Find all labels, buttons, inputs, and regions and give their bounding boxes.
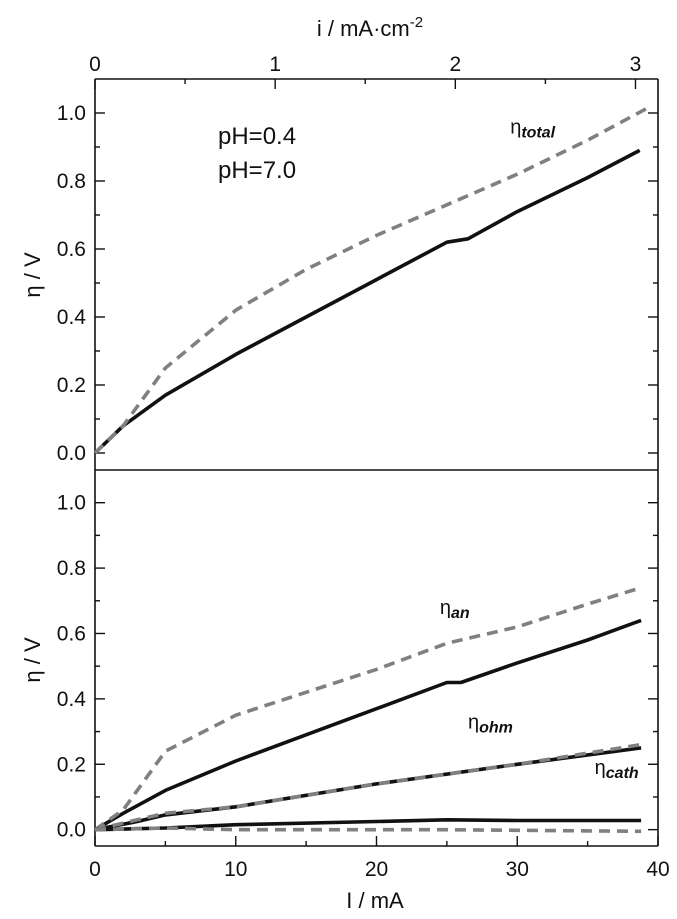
series-an-ph04 (94, 618, 642, 832)
eta-label-an: ηan (440, 597, 470, 622)
bottom-axis-ticks: 0 10 20 30 40 (89, 836, 670, 881)
series-total-ph7 (93, 104, 652, 455)
panel0-ytick-label: 0.4 (57, 306, 87, 329)
bottom-panel-y-axis-title: η / V (20, 637, 45, 683)
bottom-tick-label-40: 40 (646, 858, 669, 881)
top-axis-title: i / mA·cm-2 (317, 14, 423, 41)
eta-label-cath: ηcath (595, 757, 639, 782)
y-axis-ticks: 0.0 0.2 0.4 0.6 0.8 1.0 0.0 0.2 0.4 0.6 0.8 1.0 (57, 102, 658, 842)
panel1-ytick-label: 0.2 (57, 753, 86, 776)
legend-ph-0-4: pH=0.4 (218, 123, 296, 150)
series-an-ph7 (93, 585, 642, 832)
eta-symbol: η (595, 757, 606, 779)
eta-subscript: total (521, 124, 555, 141)
panel0-ytick-label: 1.0 (57, 102, 86, 125)
bottom-tick-label-20: 20 (365, 858, 388, 881)
panel1-ytick-label: 0.6 (57, 622, 86, 645)
eta-label-total: ηtotal (510, 116, 555, 141)
series-ohm-ph7 (94, 742, 642, 832)
top-axis-title-main: i / mA·cm (317, 16, 410, 41)
eta-symbol: η (510, 116, 521, 138)
eta-subscript: ohm (479, 719, 513, 736)
top-tick-label-3: 3 (630, 53, 642, 76)
series-cath-ph04 (94, 817, 642, 832)
eta-label-ohm: ηohm (468, 711, 513, 736)
top-panel-y-axis-title: η / V (20, 252, 45, 298)
bottom-tick-label-0: 0 (89, 858, 101, 881)
bottom-tick-label-30: 30 (506, 858, 529, 881)
top-tick-label-0: 0 (89, 53, 101, 76)
eta-symbol: η (440, 597, 451, 619)
panel0-ytick-label: 0.8 (57, 170, 86, 193)
top-axis-title-sup: -2 (410, 14, 423, 31)
series-cath-ph7 (94, 826, 642, 834)
eta-symbol: η (468, 711, 479, 733)
legend-ph-7-0: pH=7.0 (218, 157, 296, 184)
panel0-ytick-label: 0.6 (57, 238, 86, 261)
eta-subscript: cath (606, 765, 639, 782)
panel1-ytick-label: 0.4 (57, 688, 87, 711)
top-tick-label-1: 1 (269, 53, 281, 76)
panel0-ytick-label: 0.0 (57, 442, 86, 465)
top-tick-label-2: 2 (449, 53, 461, 76)
panel1-ytick-label: 0.0 (57, 819, 86, 842)
panel1-ytick-label: 1.0 (57, 492, 86, 515)
series-layer (93, 104, 652, 834)
series-total-ph04 (93, 148, 641, 455)
eta-subscript: an (451, 605, 470, 622)
panel1-ytick-label: 0.8 (57, 557, 86, 580)
panel0-ytick-label: 0.2 (57, 374, 86, 397)
bottom-tick-label-10: 10 (224, 858, 247, 881)
bottom-axis-title: I / mA (346, 888, 404, 913)
top-axis-ticks: 0 1 2 3 (89, 53, 641, 89)
